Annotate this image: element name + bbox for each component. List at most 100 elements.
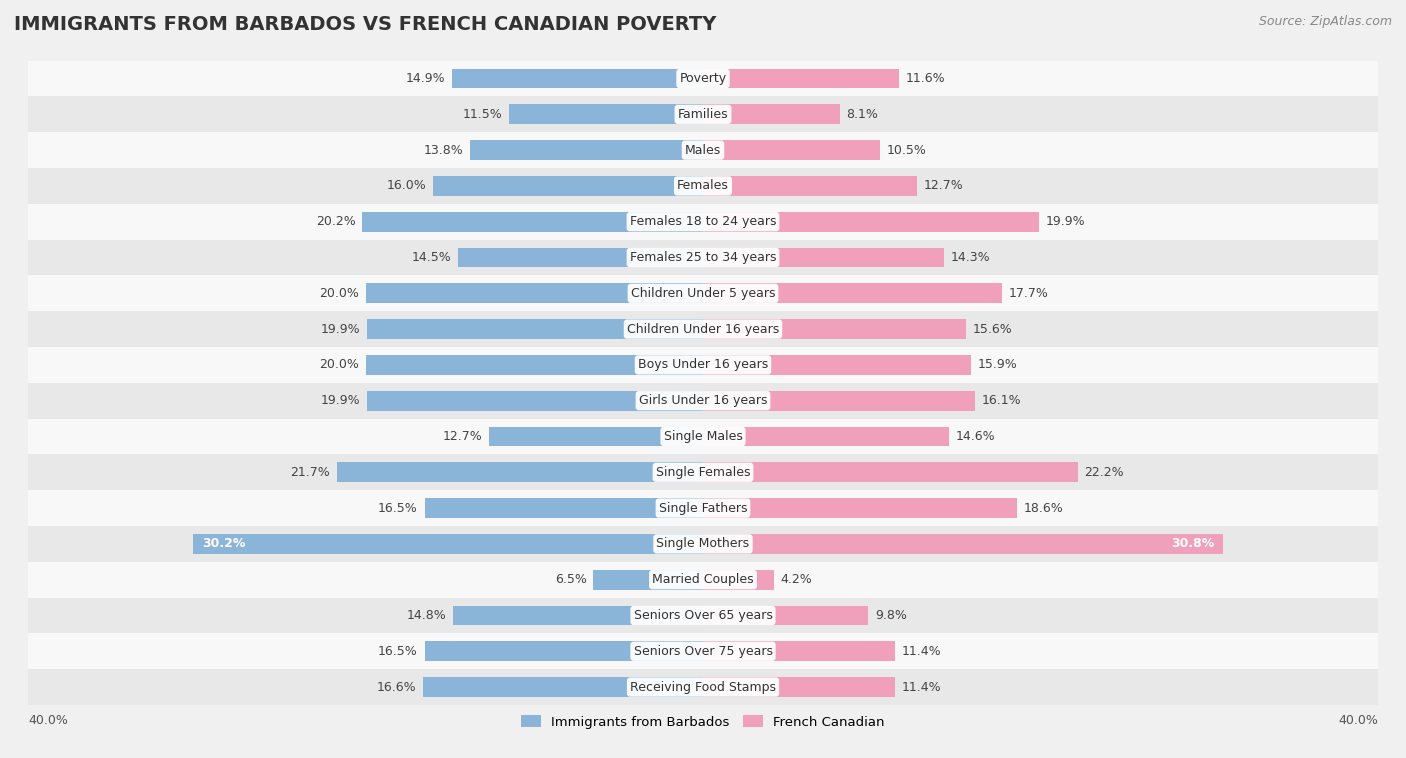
- Text: Children Under 16 years: Children Under 16 years: [627, 323, 779, 336]
- Text: Single Fathers: Single Fathers: [659, 502, 747, 515]
- Text: 30.2%: 30.2%: [202, 537, 245, 550]
- Bar: [593, 570, 703, 590]
- Text: 14.9%: 14.9%: [405, 72, 444, 85]
- Bar: [28, 275, 1378, 312]
- Bar: [367, 391, 703, 411]
- Bar: [703, 677, 896, 697]
- Bar: [703, 69, 898, 89]
- Bar: [703, 427, 949, 446]
- Bar: [703, 391, 974, 411]
- Text: 18.6%: 18.6%: [1024, 502, 1063, 515]
- Bar: [703, 606, 869, 625]
- Text: 20.2%: 20.2%: [316, 215, 356, 228]
- Bar: [509, 105, 703, 124]
- Bar: [367, 319, 703, 339]
- Bar: [28, 168, 1378, 204]
- Bar: [28, 597, 1378, 634]
- Text: Single Females: Single Females: [655, 465, 751, 479]
- Text: Single Males: Single Males: [664, 430, 742, 443]
- Text: 40.0%: 40.0%: [1339, 714, 1378, 727]
- Text: 16.6%: 16.6%: [377, 681, 416, 694]
- Bar: [28, 526, 1378, 562]
- Text: 14.3%: 14.3%: [950, 251, 991, 264]
- Bar: [703, 212, 1039, 231]
- Bar: [28, 418, 1378, 454]
- Text: 13.8%: 13.8%: [423, 143, 464, 157]
- Bar: [703, 176, 917, 196]
- Text: 15.6%: 15.6%: [973, 323, 1012, 336]
- Text: 15.9%: 15.9%: [979, 359, 1018, 371]
- Bar: [425, 498, 703, 518]
- Bar: [28, 312, 1378, 347]
- Bar: [703, 248, 945, 268]
- Text: 17.7%: 17.7%: [1008, 287, 1049, 300]
- Bar: [366, 355, 703, 374]
- Text: 21.7%: 21.7%: [291, 465, 330, 479]
- Text: 14.8%: 14.8%: [406, 609, 447, 622]
- Text: 19.9%: 19.9%: [321, 323, 360, 336]
- Text: 40.0%: 40.0%: [28, 714, 67, 727]
- Bar: [28, 383, 1378, 418]
- Bar: [28, 562, 1378, 597]
- Bar: [28, 634, 1378, 669]
- Bar: [363, 212, 703, 231]
- Bar: [703, 355, 972, 374]
- Bar: [703, 641, 896, 661]
- Bar: [28, 347, 1378, 383]
- Bar: [703, 534, 1223, 553]
- Legend: Immigrants from Barbados, French Canadian: Immigrants from Barbados, French Canadia…: [516, 709, 890, 734]
- Text: 20.0%: 20.0%: [319, 359, 359, 371]
- Bar: [28, 669, 1378, 705]
- Bar: [28, 240, 1378, 275]
- Text: 9.8%: 9.8%: [875, 609, 907, 622]
- Bar: [28, 96, 1378, 132]
- Bar: [28, 204, 1378, 240]
- Bar: [703, 283, 1001, 303]
- Text: 11.6%: 11.6%: [905, 72, 945, 85]
- Text: 14.6%: 14.6%: [956, 430, 995, 443]
- Text: IMMIGRANTS FROM BARBADOS VS FRENCH CANADIAN POVERTY: IMMIGRANTS FROM BARBADOS VS FRENCH CANAD…: [14, 15, 717, 34]
- Bar: [337, 462, 703, 482]
- Text: 12.7%: 12.7%: [924, 180, 963, 193]
- Bar: [451, 69, 703, 89]
- Text: 16.0%: 16.0%: [387, 180, 426, 193]
- Text: Females 18 to 24 years: Females 18 to 24 years: [630, 215, 776, 228]
- Text: 20.0%: 20.0%: [319, 287, 359, 300]
- Bar: [28, 454, 1378, 490]
- Bar: [453, 606, 703, 625]
- Text: Females 25 to 34 years: Females 25 to 34 years: [630, 251, 776, 264]
- Bar: [425, 641, 703, 661]
- Text: 19.9%: 19.9%: [321, 394, 360, 407]
- Bar: [366, 283, 703, 303]
- Bar: [423, 677, 703, 697]
- Text: 4.2%: 4.2%: [780, 573, 813, 586]
- Bar: [433, 176, 703, 196]
- Text: Receiving Food Stamps: Receiving Food Stamps: [630, 681, 776, 694]
- Text: Source: ZipAtlas.com: Source: ZipAtlas.com: [1258, 15, 1392, 28]
- Text: 14.5%: 14.5%: [412, 251, 451, 264]
- Bar: [703, 105, 839, 124]
- Text: 16.5%: 16.5%: [378, 502, 418, 515]
- Bar: [703, 498, 1017, 518]
- Text: 10.5%: 10.5%: [887, 143, 927, 157]
- Text: 16.1%: 16.1%: [981, 394, 1021, 407]
- Bar: [28, 490, 1378, 526]
- Text: 11.5%: 11.5%: [463, 108, 502, 121]
- Text: 8.1%: 8.1%: [846, 108, 879, 121]
- Text: 12.7%: 12.7%: [443, 430, 482, 443]
- Bar: [28, 132, 1378, 168]
- Bar: [470, 140, 703, 160]
- Text: Males: Males: [685, 143, 721, 157]
- Text: Seniors Over 65 years: Seniors Over 65 years: [634, 609, 772, 622]
- Bar: [703, 319, 966, 339]
- Text: Girls Under 16 years: Girls Under 16 years: [638, 394, 768, 407]
- Bar: [458, 248, 703, 268]
- Bar: [194, 534, 703, 553]
- Text: 11.4%: 11.4%: [903, 645, 942, 658]
- Text: 22.2%: 22.2%: [1084, 465, 1123, 479]
- Text: 30.8%: 30.8%: [1171, 537, 1215, 550]
- Bar: [703, 462, 1077, 482]
- Text: 6.5%: 6.5%: [555, 573, 586, 586]
- Text: 11.4%: 11.4%: [903, 681, 942, 694]
- Bar: [703, 140, 880, 160]
